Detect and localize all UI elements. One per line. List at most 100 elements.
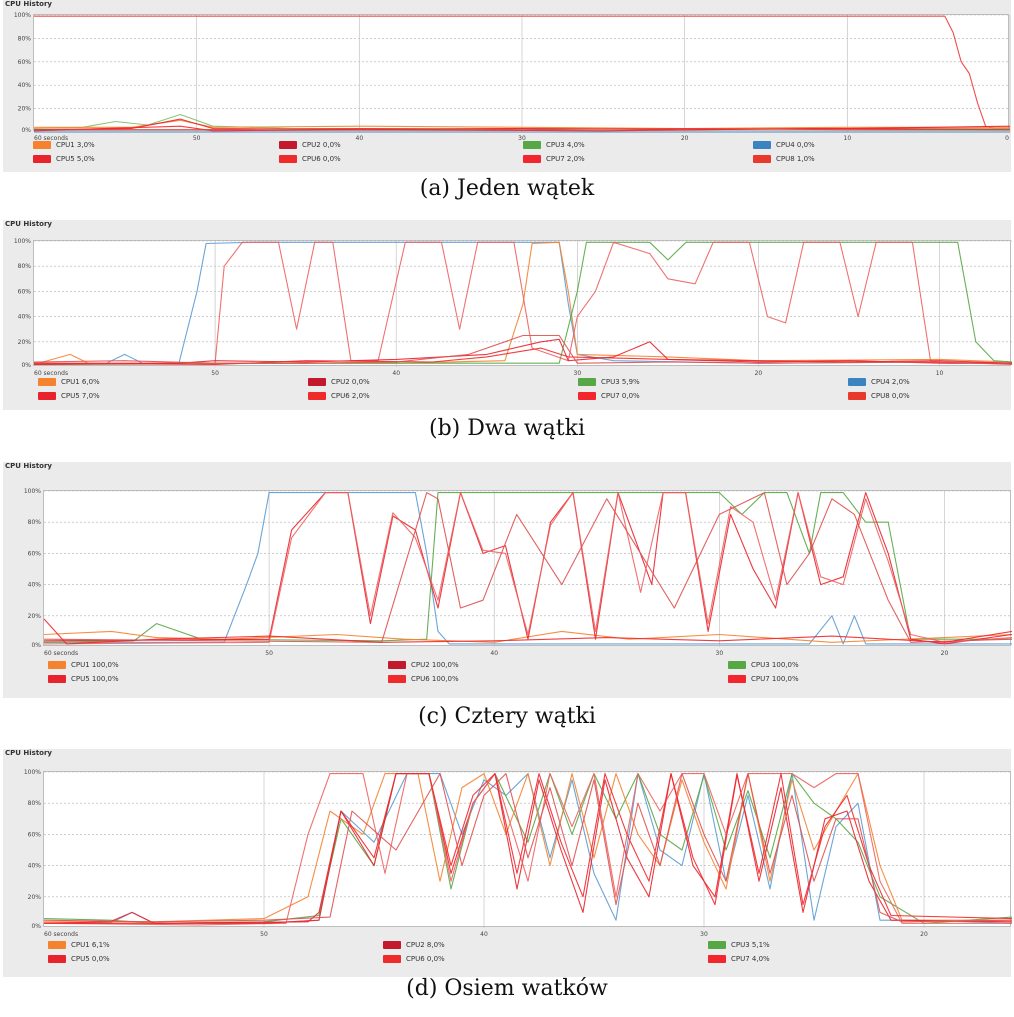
cpu-series-line <box>43 618 1013 645</box>
legend-item[interactable]: CPU6 2,0% <box>308 392 370 402</box>
legend-color-swatch[interactable] <box>848 378 866 386</box>
legend-color-swatch[interactable] <box>33 141 51 149</box>
legend-color-swatch[interactable] <box>578 392 596 400</box>
legend-label: CPU2 <box>302 141 321 149</box>
legend-color-swatch[interactable] <box>728 661 746 669</box>
legend-item[interactable]: CPU6 0,0% <box>383 955 445 965</box>
legend-color-swatch[interactable] <box>279 155 297 163</box>
legend-color-swatch[interactable] <box>728 675 746 683</box>
legend-value: 1,0% <box>794 155 815 163</box>
legend-value: 0,0% <box>349 378 370 386</box>
legend-color-swatch[interactable] <box>48 661 66 669</box>
legend-label: CPU5 <box>61 392 80 400</box>
legend-color-swatch[interactable] <box>48 941 66 949</box>
legend-item[interactable]: CPU4 2,0% <box>848 378 910 388</box>
legend-item[interactable]: CPU7 2,0% <box>523 155 585 165</box>
legend-label: CPU7 <box>751 675 770 683</box>
legend-label: CPU8 <box>776 155 795 163</box>
cpu-series-line <box>33 338 1012 366</box>
legend-value: 6,0% <box>79 378 100 386</box>
x-tick-label: 20 <box>941 650 949 657</box>
legend-item[interactable]: CPU7 0,0% <box>578 392 640 402</box>
legend-item[interactable]: CPU2 0,0% <box>279 141 341 151</box>
legend-color-swatch[interactable] <box>578 378 596 386</box>
figure-caption: (d) Osiem watków <box>406 976 608 1001</box>
x-tick-label: 50 <box>265 650 273 657</box>
cpu-series-line <box>44 773 1013 924</box>
y-tick-label: 100% <box>24 488 41 495</box>
legend-color-swatch[interactable] <box>308 392 326 400</box>
legend-label: CPU5 <box>56 155 75 163</box>
legend-color-swatch[interactable] <box>388 661 406 669</box>
cpu-series-line <box>33 347 1013 366</box>
legend-color-swatch[interactable] <box>383 955 401 963</box>
legend-color-swatch[interactable] <box>383 941 401 949</box>
legend-label: CPU1 <box>61 378 80 386</box>
x-start-label: 60 seconds <box>44 650 78 657</box>
y-tick-label: 60% <box>28 831 42 838</box>
figure-caption: (a) Jeden wątek <box>419 176 595 201</box>
legend-item[interactable]: CPU1 100,0% <box>48 661 119 671</box>
legend-color-swatch[interactable] <box>708 955 726 963</box>
cpu-series-line <box>34 241 1012 364</box>
x-start-label: 60 seconds <box>44 931 78 938</box>
legend-item[interactable]: CPU8 1,0% <box>753 155 815 165</box>
legend-item[interactable]: CPU6 100,0% <box>388 675 459 685</box>
legend-color-swatch[interactable] <box>388 675 406 683</box>
y-tick-label: 80% <box>28 519 42 526</box>
legend-color-swatch[interactable] <box>38 392 56 400</box>
legend-item[interactable]: CPU2 0,0% <box>308 378 370 388</box>
x-tick-label: 10 <box>844 135 852 142</box>
legend-color-swatch[interactable] <box>848 392 866 400</box>
legend-value: 5,1% <box>749 941 770 949</box>
legend-item[interactable]: CPU2 8,0% <box>383 941 445 951</box>
cpu-history-screenshot: CPU History 0% 20% 40% 60% 80% 100% 60 seconds 5… <box>3 749 1013 977</box>
legend-item[interactable]: CPU1 6,0% <box>38 378 100 388</box>
legend-item[interactable]: CPU3 5,9% <box>578 378 640 388</box>
cpu-series-line <box>43 773 1013 923</box>
legend-item[interactable]: CPU2 100,0% <box>388 661 459 671</box>
cpu-line-chart: 0% 20% 40% 60% 80% 100% 60 seconds 50 40 30 20 <box>24 488 1013 657</box>
legend-item[interactable]: CPU5 7,0% <box>38 392 100 402</box>
legend-label: CPU6 <box>331 392 350 400</box>
legend-color-swatch[interactable] <box>38 378 56 386</box>
legend-color-swatch[interactable] <box>48 675 66 683</box>
legend-item[interactable]: CPU7 4,0% <box>708 955 770 965</box>
legend-item[interactable]: CPU5 5,0% <box>33 155 95 165</box>
legend-color-swatch[interactable] <box>753 155 771 163</box>
legend-color-swatch[interactable] <box>708 941 726 949</box>
x-tick-label: 50 <box>193 135 201 142</box>
y-tick-label: 80% <box>18 263 32 270</box>
y-tick-label: 0% <box>21 362 31 369</box>
legend-label: CPU8 <box>871 392 890 400</box>
y-tick-label: 100% <box>14 12 31 19</box>
legend-color-swatch[interactable] <box>523 155 541 163</box>
legend-item[interactable]: CPU5 0,0% <box>48 955 110 965</box>
legend-item[interactable]: CPU1 3,0% <box>33 141 95 151</box>
legend-value: 100,0% <box>429 661 459 669</box>
figure-caption: (b) Dwa wątki <box>429 416 585 441</box>
legend-item[interactable]: CPU8 0,0% <box>848 392 910 402</box>
cpu-history-screenshot: CPU History 0% 20% 40% 60% 80% 100% 60 seconds 5… <box>3 462 1013 698</box>
legend-item[interactable]: CPU6 0,0% <box>279 155 341 165</box>
legend-item[interactable]: CPU3 100,0% <box>728 661 799 671</box>
y-tick-label: 20% <box>18 106 32 113</box>
legend-label: CPU3 <box>601 378 620 386</box>
legend-color-swatch[interactable] <box>523 141 541 149</box>
legend-item[interactable]: CPU3 4,0% <box>523 141 585 151</box>
cpu-series-line <box>33 125 1011 132</box>
plot-area: 0% 20% 40% 60% 80% 100% 60 seconds 50 40 30 20 <box>24 769 1013 938</box>
legend-item[interactable]: CPU7 100,0% <box>728 675 799 685</box>
legend-color-swatch[interactable] <box>279 141 297 149</box>
legend-color-swatch[interactable] <box>753 141 771 149</box>
legend-color-swatch[interactable] <box>308 378 326 386</box>
legend-label: CPU3 <box>731 941 750 949</box>
legend-item[interactable]: CPU5 100,0% <box>48 675 119 685</box>
legend-color-swatch[interactable] <box>48 955 66 963</box>
legend-item[interactable]: CPU3 5,1% <box>708 941 770 951</box>
legend-item[interactable]: CPU1 6,1% <box>48 941 110 951</box>
legend-value: 0,0% <box>320 141 341 149</box>
chart-title: CPU History <box>5 749 52 757</box>
legend-color-swatch[interactable] <box>33 155 51 163</box>
legend-item[interactable]: CPU4 0,0% <box>753 141 815 151</box>
